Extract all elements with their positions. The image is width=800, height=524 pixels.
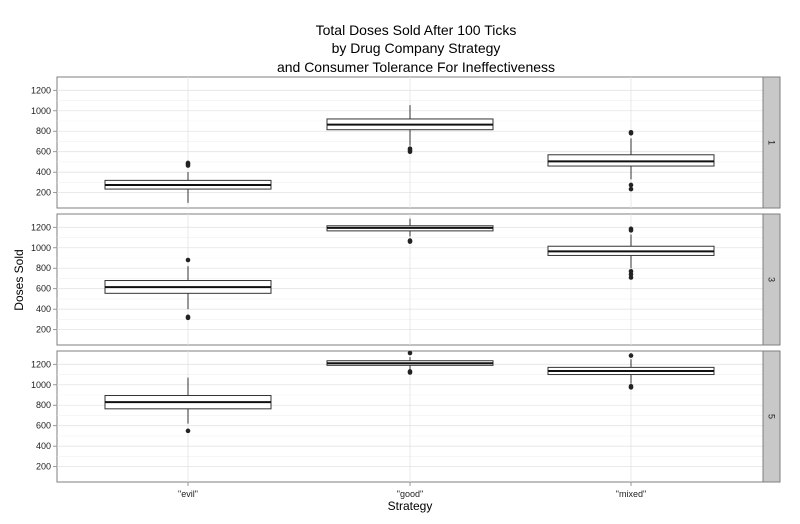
title-line-1: Total Doses Sold After 100 Ticks	[316, 22, 517, 38]
outlier-point	[628, 129, 634, 135]
x-axis-title: Strategy	[388, 499, 433, 513]
outlier-point	[407, 369, 413, 374]
panel-5: 200 400 600 800 1000 1200 5 "evil" "good" "mixed"	[31, 350, 781, 499]
y-tick-label: 600	[36, 421, 51, 431]
outlier-point	[628, 186, 634, 192]
y-tick-label: 800	[36, 126, 51, 136]
box-2	[547, 353, 715, 390]
box-1	[326, 350, 494, 375]
y-tick-label: 800	[36, 263, 51, 273]
box-1	[326, 105, 494, 155]
outlier-point	[407, 238, 413, 243]
outlier-point	[407, 146, 413, 151]
y-tick-label: 400	[36, 167, 51, 177]
box-iqr	[547, 154, 715, 167]
panel-3: 200 400 600 800 1000 1200 3	[31, 213, 781, 346]
y-tick-label: 1200	[31, 359, 51, 369]
y-tick-label: 1200	[31, 222, 51, 232]
facet-strip-label: 3	[767, 277, 777, 282]
facet-strip	[762, 350, 781, 483]
panel-1: 200 400 600 800 1000 1200 1	[31, 76, 781, 209]
y-axis-title: Doses Sold	[12, 249, 26, 310]
x-tick-label: "good"	[397, 489, 423, 499]
x-tick-label: "mixed"	[616, 489, 646, 499]
outlier-point	[185, 160, 191, 166]
outlier-point	[628, 182, 634, 188]
outlier-point	[185, 257, 191, 263]
y-tick-label: 800	[36, 400, 51, 410]
box-2	[547, 129, 715, 192]
facet-strip	[762, 213, 781, 346]
y-tick-label: 1000	[31, 243, 51, 253]
outlier-point	[628, 353, 634, 358]
y-tick-label: 600	[36, 147, 51, 157]
outlier-point	[185, 428, 191, 434]
box-0	[104, 377, 272, 434]
x-tick-label: "evil"	[178, 489, 198, 499]
facet-strip-label: 5	[767, 414, 777, 419]
box-0	[104, 160, 272, 203]
box-2	[547, 226, 715, 280]
box-0	[104, 257, 272, 321]
facet-strip-label: 1	[767, 140, 777, 145]
outlier-point	[628, 384, 634, 389]
y-tick-label: 400	[36, 304, 51, 314]
outlier-point	[185, 314, 191, 320]
title-line-3: and Consumer Tolerance For Ineffectivene…	[277, 59, 555, 75]
box-1	[326, 218, 494, 244]
title-line-2: by Drug Company Strategy	[332, 40, 501, 56]
outlier-point	[628, 226, 634, 232]
facet-panels: 2004006008001000120012004006008001000120…	[31, 76, 781, 499]
y-tick-label: 600	[36, 284, 51, 294]
outlier-point	[407, 350, 413, 356]
y-tick-label: 400	[36, 441, 51, 451]
facet-strip	[762, 76, 781, 209]
y-tick-label: 200	[36, 325, 51, 335]
y-tick-label: 1200	[31, 85, 51, 95]
y-tick-label: 200	[36, 462, 51, 472]
y-tick-label: 200	[36, 188, 51, 198]
y-tick-label: 1000	[31, 380, 51, 390]
outlier-point	[628, 269, 634, 274]
chart-title: Total Doses Sold After 100 Ticks by Drug…	[277, 22, 555, 75]
y-tick-label: 1000	[31, 106, 51, 116]
